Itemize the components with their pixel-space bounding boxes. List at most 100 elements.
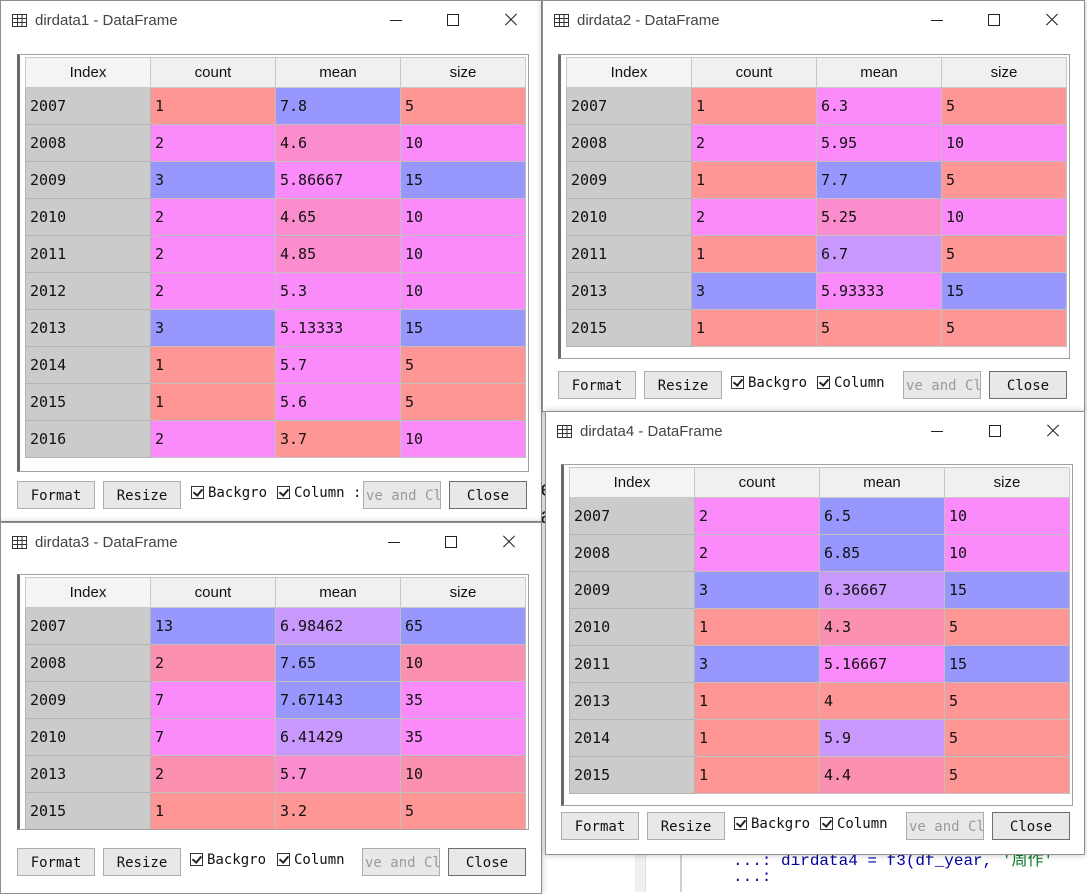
cell-count[interactable]: 2 <box>691 124 817 162</box>
close-icon[interactable] <box>1041 9 1063 31</box>
cell-mean[interactable]: 4.65 <box>275 198 401 236</box>
row-index-cell[interactable]: 2014 <box>25 346 151 384</box>
cell-mean[interactable]: 6.3 <box>816 87 942 125</box>
cell-mean[interactable]: 3.2 <box>275 792 401 829</box>
row-index-cell[interactable]: 2013 <box>25 309 151 347</box>
column-header-size[interactable]: size <box>941 57 1067 88</box>
title-bar[interactable]: dirdata4 - DataFrame <box>546 412 1084 452</box>
cell-mean[interactable]: 4.6 <box>275 124 401 162</box>
cell-count[interactable]: 3 <box>691 272 817 310</box>
cell-mean[interactable]: 4 <box>819 682 945 720</box>
title-bar[interactable]: dirdata3 - DataFrame <box>1 523 541 563</box>
cell-count[interactable]: 1 <box>150 87 276 125</box>
cell-count[interactable]: 1 <box>150 383 276 421</box>
table-row[interactable]: 2011 2 4.85 10 <box>25 235 526 273</box>
row-index-cell[interactable]: 2015 <box>25 792 151 829</box>
table-row[interactable]: 2008 2 7.65 10 <box>25 644 526 682</box>
cell-mean[interactable]: 6.5 <box>819 497 945 535</box>
close-button[interactable]: Close <box>449 481 527 509</box>
dataframe-window-dirdata3[interactable]: dirdata3 - DataFrame Index count mean size 2… <box>0 522 542 894</box>
row-index-cell[interactable]: 2007 <box>25 607 151 645</box>
column-header-index[interactable]: Index <box>25 577 151 608</box>
cell-mean[interactable]: 6.7 <box>816 235 942 273</box>
cell-size[interactable]: 65 <box>400 607 526 645</box>
cell-size[interactable]: 5 <box>400 383 526 421</box>
cell-mean[interactable]: 5.7 <box>275 755 401 793</box>
table-row[interactable]: 2016 2 3.7 10 <box>25 420 526 458</box>
column-header-size[interactable]: size <box>944 467 1070 498</box>
column-header-index[interactable]: Index <box>566 57 692 88</box>
cell-count[interactable]: 2 <box>150 235 276 273</box>
cell-mean[interactable]: 6.85 <box>819 534 945 572</box>
save-and-close-button[interactable]: ve and Clo <box>362 848 440 876</box>
table-row[interactable]: 2012 2 5.3 10 <box>25 272 526 310</box>
checkbox-icon[interactable] <box>820 817 833 830</box>
cell-count[interactable]: 2 <box>694 497 820 535</box>
cell-size[interactable]: 10 <box>400 272 526 310</box>
column-checkbox[interactable]: Column <box>277 852 359 872</box>
resize-button[interactable]: Resize <box>647 812 725 840</box>
save-and-close-button[interactable]: ve and Clo <box>903 371 981 399</box>
cell-size[interactable]: 10 <box>400 420 526 458</box>
checkbox-icon[interactable] <box>277 486 290 499</box>
cell-size[interactable]: 5 <box>941 87 1067 125</box>
column-header-count[interactable]: count <box>150 57 276 88</box>
format-button[interactable]: Format <box>561 812 639 840</box>
checkbox-icon[interactable] <box>734 817 747 830</box>
cell-size[interactable]: 10 <box>400 124 526 162</box>
row-index-cell[interactable]: 2009 <box>25 161 151 199</box>
table-row[interactable]: 2007 1 6.3 5 <box>566 87 1067 125</box>
format-button[interactable]: Format <box>17 848 95 876</box>
cell-mean[interactable]: 5.25 <box>816 198 942 236</box>
row-index-cell[interactable]: 2012 <box>25 272 151 310</box>
column-header-mean[interactable]: mean <box>816 57 942 88</box>
cell-size[interactable]: 5 <box>400 87 526 125</box>
column-header-count[interactable]: count <box>691 57 817 88</box>
cell-size[interactable]: 10 <box>400 644 526 682</box>
dataframe-window-dirdata4[interactable]: dirdata4 - DataFrame Index count mean size 2… <box>545 411 1085 855</box>
cell-count[interactable]: 2 <box>150 272 276 310</box>
checkbox-icon[interactable] <box>731 376 744 389</box>
cell-size[interactable]: 5 <box>400 792 526 829</box>
cell-mean[interactable]: 6.36667 <box>819 571 945 609</box>
row-index-cell[interactable]: 2009 <box>569 571 695 609</box>
row-index-cell[interactable]: 2009 <box>566 161 692 199</box>
cell-mean[interactable]: 5.95 <box>816 124 942 162</box>
title-bar[interactable]: dirdata2 - DataFrame <box>543 1 1084 41</box>
maximize-icon[interactable] <box>440 531 462 553</box>
title-bar[interactable]: dirdata1 - DataFrame <box>1 1 541 41</box>
cell-count[interactable]: 1 <box>691 309 817 347</box>
table-viewport[interactable]: Index count mean size 2007 13 6.98462 65 2008 2 7.… <box>17 574 529 830</box>
resize-button[interactable]: Resize <box>103 481 181 509</box>
cell-size[interactable]: 15 <box>400 161 526 199</box>
cell-count[interactable]: 1 <box>691 87 817 125</box>
cell-count[interactable]: 1 <box>694 719 820 757</box>
cell-count[interactable]: 2 <box>694 534 820 572</box>
row-index-cell[interactable]: 2010 <box>25 198 151 236</box>
table-row[interactable]: 2010 7 6.41429 35 <box>25 718 526 756</box>
background-checkbox[interactable]: Backgro <box>731 375 811 395</box>
cell-mean[interactable]: 5.9 <box>819 719 945 757</box>
cell-mean[interactable]: 4.3 <box>819 608 945 646</box>
table-row[interactable]: 2007 13 6.98462 65 <box>25 607 526 645</box>
cell-size[interactable]: 35 <box>400 718 526 756</box>
cell-count[interactable]: 7 <box>150 681 276 719</box>
checkbox-icon[interactable] <box>277 853 290 866</box>
cell-size[interactable]: 10 <box>944 497 1070 535</box>
cell-size[interactable]: 15 <box>400 309 526 347</box>
cell-size[interactable]: 5 <box>941 309 1067 347</box>
cell-mean[interactable]: 6.98462 <box>275 607 401 645</box>
table-viewport[interactable]: Index count mean size 2007 1 7.8 5 2008 2 4.6 10 200… <box>17 54 529 472</box>
cell-mean[interactable]: 5.86667 <box>275 161 401 199</box>
row-index-cell[interactable]: 2008 <box>25 124 151 162</box>
cell-count[interactable]: 2 <box>150 198 276 236</box>
cell-size[interactable]: 5 <box>941 161 1067 199</box>
cell-count[interactable]: 1 <box>694 756 820 794</box>
table-row[interactable]: 2015 1 3.2 5 <box>25 792 526 829</box>
cell-mean[interactable]: 7.8 <box>275 87 401 125</box>
table-row[interactable]: 2010 1 4.3 5 <box>569 608 1070 646</box>
cell-mean[interactable]: 7.7 <box>816 161 942 199</box>
cell-count[interactable]: 1 <box>150 792 276 829</box>
column-header-count[interactable]: count <box>694 467 820 498</box>
table-row[interactable]: 2015 1 5 5 <box>566 309 1067 347</box>
